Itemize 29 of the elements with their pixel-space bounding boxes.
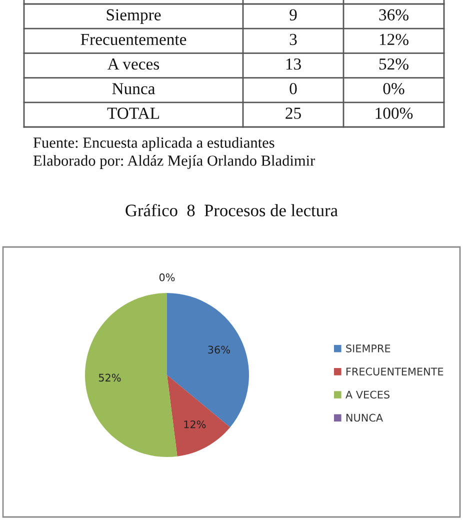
pie-slice [167,375,230,456]
data-label: 52% [379,58,408,70]
category-label: Nunca [112,83,156,94]
chart-title: Gráfico 8 Procesos de lectura [126,204,338,216]
legend-label: A VECES [346,390,390,399]
category-label: A veces [108,58,160,70]
data-label: 36% [208,346,230,354]
data-label: 12% [380,34,408,46]
data-label: 0% [383,83,404,94]
data-label: 0 [290,83,297,94]
category-label: Siempre [106,9,161,24]
data-label: 52% [98,374,121,382]
legend-label: SIEMPRE [346,344,390,352]
pie-slice [167,293,249,428]
data-label: 100% [376,108,413,119]
category-label: Frecuentemente [80,34,186,46]
category-label: TOTAL [107,108,159,119]
data-label: 9 [290,9,297,20]
text: Elaborado por: Aldáz Mejía Orlando Bladimir [33,155,316,169]
data-label: 36% [379,9,408,21]
source-note: Fuente: Encuesta aplicada a estudiantes [33,137,274,151]
legend-label: FRECUENTEMENTE [346,368,444,376]
data-label: 3 [290,34,297,46]
legend-label: NUNCA [346,414,383,422]
pie-slice [85,293,178,457]
data-label: 25 [286,108,301,119]
data-label: 12% [184,420,206,428]
text: 0% [159,273,175,282]
data-label: 13 [286,58,301,70]
